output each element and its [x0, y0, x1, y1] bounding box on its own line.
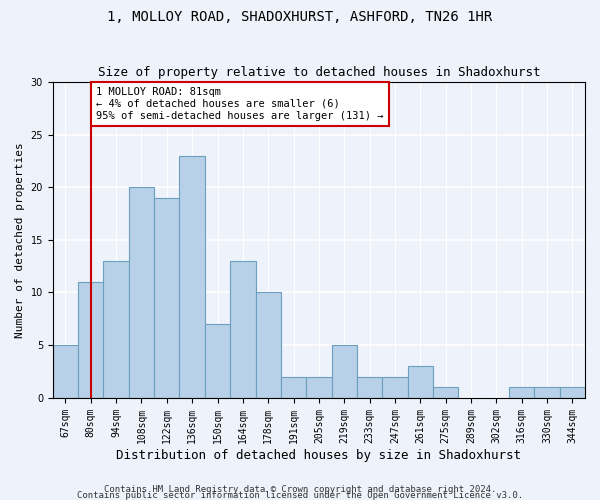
Bar [179, 156, 205, 398]
Bar [281, 376, 306, 398]
Bar [205, 324, 230, 398]
Bar [230, 261, 256, 398]
X-axis label: Distribution of detached houses by size in Shadoxhurst: Distribution of detached houses by size … [116, 450, 521, 462]
Bar [53, 345, 78, 398]
Bar [433, 387, 458, 398]
Text: 1, MOLLOY ROAD, SHADOXHURST, ASHFORD, TN26 1HR: 1, MOLLOY ROAD, SHADOXHURST, ASHFORD, TN… [107, 10, 493, 24]
Bar [78, 282, 103, 398]
Bar [535, 387, 560, 398]
Bar [560, 387, 585, 398]
Bar [129, 187, 154, 398]
Bar [306, 376, 332, 398]
Bar [509, 387, 535, 398]
Bar [256, 292, 281, 398]
Bar [154, 198, 179, 398]
Text: 1 MOLLOY ROAD: 81sqm
← 4% of detached houses are smaller (6)
95% of semi-detache: 1 MOLLOY ROAD: 81sqm ← 4% of detached ho… [96, 88, 383, 120]
Text: Contains public sector information licensed under the Open Government Licence v3: Contains public sector information licen… [77, 491, 523, 500]
Bar [407, 366, 433, 398]
Text: Contains HM Land Registry data © Crown copyright and database right 2024.: Contains HM Land Registry data © Crown c… [104, 485, 496, 494]
Bar [332, 345, 357, 398]
Bar [103, 261, 129, 398]
Bar [382, 376, 407, 398]
Y-axis label: Number of detached properties: Number of detached properties [15, 142, 25, 338]
Title: Size of property relative to detached houses in Shadoxhurst: Size of property relative to detached ho… [98, 66, 540, 80]
Bar [357, 376, 382, 398]
